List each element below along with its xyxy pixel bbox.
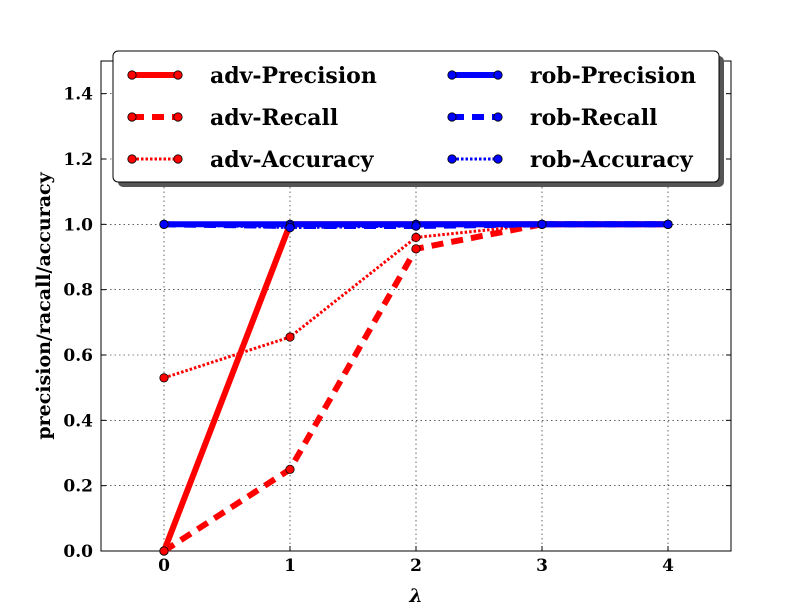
legend-box [112, 50, 720, 183]
series-lines [159, 219, 673, 556]
data-point [159, 373, 169, 383]
y-tick-label: 0.8 [63, 281, 93, 301]
legend-label: adv-Recall [210, 105, 338, 131]
legend-label: rob-Precision [530, 63, 696, 89]
y-tick-label: 0.2 [63, 477, 93, 497]
legend-marker [493, 154, 503, 164]
legend-marker [173, 70, 183, 80]
y-tick-label: 1.0 [63, 215, 93, 235]
x-tick-label: 2 [410, 556, 422, 576]
y-axis-label: precision/racall/accuracy [33, 171, 55, 439]
y-tick-label: 0.4 [63, 411, 93, 431]
series-adv-Recall [159, 219, 673, 556]
legend-marker [447, 70, 457, 80]
x-tick-label: 1 [284, 556, 296, 576]
data-point [411, 232, 421, 242]
data-point [159, 219, 169, 229]
y-tick-label: 1.4 [63, 85, 93, 105]
data-point [285, 332, 295, 342]
axis-ticks: 0 1 2 3 4 0.0 0.2 0.4 0.6 0.8 1.0 1.2 1.4 [63, 61, 731, 576]
legend-marker [493, 112, 503, 122]
legend-marker [173, 154, 183, 164]
x-axis-label: λ [408, 585, 422, 607]
data-point [411, 244, 421, 254]
legend-label: rob-Accuracy [530, 147, 694, 173]
series-rob-Accuracy [159, 219, 673, 233]
y-tick-label: 1.2 [63, 150, 93, 170]
data-point [663, 219, 673, 229]
data-point [411, 221, 421, 231]
legend-item: rob-Precision [447, 63, 696, 89]
legend-marker [127, 154, 137, 164]
data-point [285, 464, 295, 474]
legend-label: adv-Accuracy [210, 147, 375, 173]
legend-marker [173, 112, 183, 122]
legend-item: adv-Accuracy [127, 147, 375, 173]
y-tick-label: 0.6 [63, 346, 93, 366]
data-point [537, 219, 547, 229]
y-tick-label: 0.0 [63, 542, 93, 562]
legend-marker [447, 112, 457, 122]
legend-item: rob-Accuracy [447, 147, 694, 173]
x-tick-label: 4 [662, 556, 674, 576]
legend-label: rob-Recall [530, 105, 657, 131]
data-point [285, 223, 295, 233]
legend-label: adv-Precision [210, 63, 377, 89]
x-tick-label: 0 [158, 556, 170, 576]
legend-marker [447, 154, 457, 164]
legend-item: adv-Precision [127, 63, 377, 89]
legend-item: adv-Recall [127, 105, 338, 131]
legend-item: rob-Recall [447, 105, 657, 131]
legend-marker [493, 70, 503, 80]
x-tick-label: 3 [536, 556, 548, 576]
legend-marker [127, 70, 137, 80]
data-point [159, 546, 169, 556]
legend: adv-Precision adv-Recall adv-Accuracy rob-P… [112, 50, 724, 187]
legend-marker [127, 112, 137, 122]
